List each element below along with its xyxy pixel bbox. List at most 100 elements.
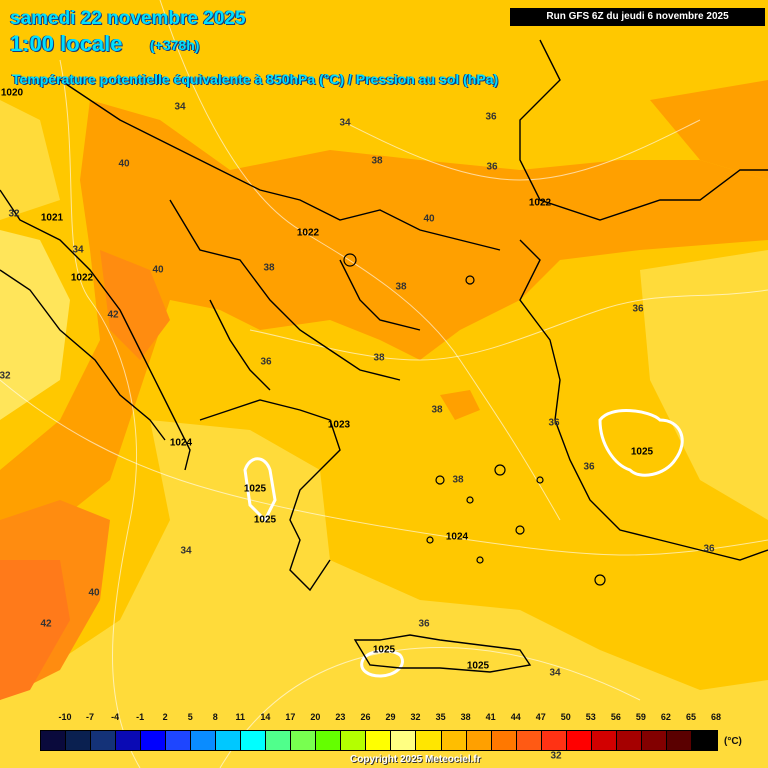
legend-tick-20: 50 (560, 712, 571, 722)
legend-tick-4: 2 (162, 712, 168, 722)
legend-swatch-10 (291, 731, 317, 750)
legend-tick-9: 17 (285, 712, 296, 722)
legend-tick-15: 35 (435, 712, 446, 722)
island-4 (515, 525, 525, 535)
legend-swatch-9 (266, 731, 292, 750)
legend-swatch-24 (641, 731, 667, 750)
temperature-label-33: 36 (703, 543, 715, 555)
temperature-label-21: 32 (0, 370, 11, 382)
forecast-date: samedi 22 novembre 2025 (10, 8, 246, 29)
temperature-label-6: 36 (486, 161, 498, 173)
temp-zone-38-east (650, 80, 768, 180)
isotherm-36 (249, 289, 768, 361)
legend-swatch-6 (191, 731, 217, 750)
legend-unit: (°C) (724, 736, 742, 747)
pressure-label-37: 1025 (372, 644, 396, 656)
temp-zone-30 (0, 230, 70, 420)
coastline-adriatic (0, 189, 191, 471)
pressure-label-29: 1025 (243, 483, 267, 495)
pressure-label-23: 1023 (327, 419, 351, 431)
high-pressure-contour-crete (360, 649, 404, 678)
legend-swatch-20 (541, 731, 567, 750)
legend-tick-26: 68 (710, 712, 722, 722)
pressure-label-9: 1022 (528, 197, 552, 209)
temperature-label-3: 36 (485, 111, 497, 123)
coastline-greece (199, 399, 341, 592)
legend-tick-21: 53 (585, 712, 596, 722)
coastline-crete (353, 634, 532, 673)
temperature-label-20: 38 (373, 352, 385, 364)
isobar-1023 (159, 0, 561, 521)
legend-swatch-8 (241, 731, 267, 750)
temperature-label-12: 34 (72, 244, 84, 256)
temperature-label-16: 38 (395, 281, 407, 293)
temperature-label-40: 32 (550, 750, 562, 762)
coastline-italy (0, 269, 166, 441)
legend-tick-18: 44 (510, 712, 521, 722)
legend-tick-6: 8 (212, 712, 218, 722)
legend-tick-labels: -10 -7 -4 -1 2 5 8 11 14 17 20 23 26 29 32 35 38 41 44 47 50… (0, 712, 768, 726)
temperature-label-19: 36 (260, 356, 272, 368)
isotherm-38 (339, 119, 701, 181)
pressure-label-11: 1022 (296, 227, 320, 239)
temperature-label-35: 42 (40, 618, 52, 630)
island-5 (426, 536, 434, 544)
legend-tick-7: 11 (235, 712, 246, 722)
temperature-label-14: 40 (152, 264, 164, 276)
legend-swatch-7 (216, 731, 242, 750)
legend-swatch-3 (116, 731, 142, 750)
lead-time: (+378h) (150, 37, 200, 53)
island-9 (343, 253, 357, 267)
legend-tick-25: 65 (685, 712, 696, 722)
temperature-label-27: 36 (583, 461, 595, 473)
legend-tick-14: 32 (410, 712, 421, 722)
legend-swatch-15 (416, 731, 442, 750)
pressure-label-0: 1020 (0, 87, 24, 99)
temperature-label-4: 40 (118, 158, 130, 170)
temp-zone-32-west (0, 100, 60, 220)
legend-swatch-0 (41, 731, 67, 750)
product-title: Température potentielle équivalente à 85… (12, 71, 499, 87)
legend-swatch-17 (466, 731, 492, 750)
island-1 (435, 475, 445, 485)
high-pressure-contour-greece (243, 457, 277, 523)
run-info: Run GFS 6Z du jeudi 6 novembre 2025 (510, 8, 765, 26)
legend-swatch-23 (616, 731, 642, 750)
pressure-label-31: 1024 (445, 531, 469, 543)
island-10 (465, 275, 475, 285)
isobar-1025 (219, 646, 641, 768)
temperature-label-22: 38 (431, 404, 443, 416)
temp-zone-44 (0, 560, 70, 700)
legend-tick-13: 29 (385, 712, 396, 722)
legend-tick-3: -1 (136, 712, 145, 722)
temp-zone-41 (100, 250, 170, 360)
temp-zone-38 (0, 100, 768, 560)
local-time: 1:00 locale (10, 31, 123, 56)
legend-tick-23: 59 (635, 712, 646, 722)
legend-tick-12: 26 (360, 712, 371, 722)
legend-tick-17: 41 (485, 712, 496, 722)
temperature-label-28: 38 (452, 474, 464, 486)
legend-tick-0: -10 (58, 712, 72, 722)
legend-swatch-22 (591, 731, 617, 750)
legend-swatch-26 (691, 731, 717, 750)
pressure-label-26: 1025 (630, 446, 654, 458)
color-scale-bar (40, 730, 718, 751)
legend-swatch-19 (516, 731, 542, 750)
temperature-label-18: 36 (632, 303, 644, 315)
pressure-label-30: 1025 (253, 514, 277, 526)
legend-tick-16: 38 (460, 712, 471, 722)
coastline-turkey (519, 239, 768, 561)
temperature-label-1: 34 (174, 101, 186, 113)
legend-tick-22: 56 (610, 712, 621, 722)
border-interior-2 (209, 259, 421, 391)
pressure-label-38: 1025 (466, 660, 490, 672)
legend-tick-10: 20 (310, 712, 321, 722)
temperature-label-5: 38 (371, 155, 383, 167)
temp-zone-32-south (0, 420, 768, 768)
legend-swatch-4 (141, 731, 167, 750)
island-2 (466, 496, 474, 504)
border-balkans (59, 79, 501, 251)
temperature-label-24: 36 (548, 417, 560, 429)
